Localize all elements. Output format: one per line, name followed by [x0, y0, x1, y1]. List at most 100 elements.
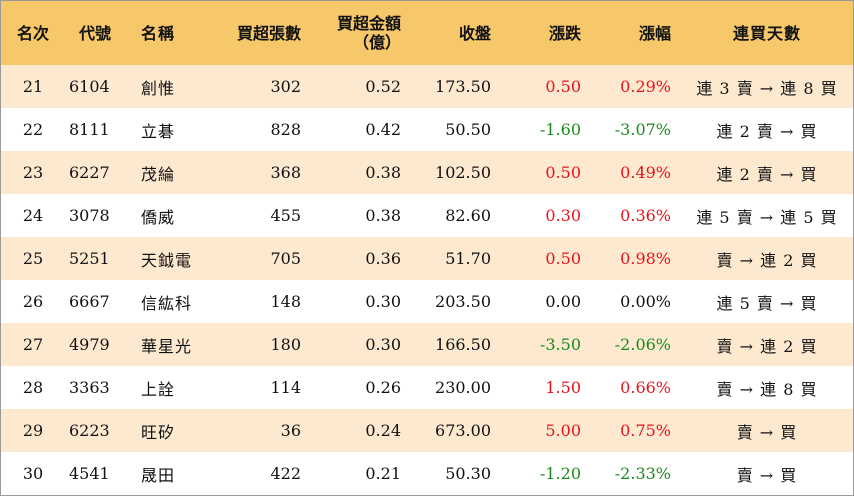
- table-body: 21 6104 創惟 302 0.52 173.50 0.50 0.29% 連 3 賣 → 連 …: [1, 65, 853, 495]
- table-row: 26 6667 信紘科 148 0.30 203.50 0.00 0.00% 連 5 賣 → 買: [1, 280, 853, 323]
- table-row: 25 5251 天鉞電 705 0.36 51.70 0.50 0.98% 賣 → 連 2 買: [1, 237, 853, 280]
- cell-consecutive-days: 連 3 賣 → 連 8 買: [696, 78, 838, 98]
- cell-change-pct: -2.06%: [614, 335, 671, 354]
- cell-name: 晟田: [141, 465, 176, 485]
- cell-close: 166.50: [435, 335, 491, 354]
- cell-code: 6223: [69, 421, 110, 440]
- cell-net-buy-lots: 422: [270, 464, 301, 483]
- cell-rank: 28: [22, 378, 44, 397]
- table-row: 30 4541 晟田 422 0.21 50.30 -1.20 -2.33% 賣 → 買: [1, 452, 853, 495]
- cell-consecutive-days: 賣 → 連 2 買: [716, 336, 818, 356]
- header-net-buy-amount: 買超金額 （億）: [311, 1, 411, 65]
- cell-rank: 26: [22, 292, 44, 311]
- cell-change: 0.30: [545, 206, 581, 225]
- cell-change-pct: 0.66%: [620, 378, 671, 397]
- cell-close: 673.00: [435, 421, 491, 440]
- cell-change: 0.50: [545, 249, 581, 268]
- cell-change-pct: -2.33%: [614, 464, 671, 483]
- cell-net-buy-lots: 114: [270, 378, 301, 397]
- header-rank: 名次: [16, 23, 49, 43]
- cell-net-buy-lots: 705: [270, 249, 301, 268]
- cell-consecutive-days: 賣 → 連 8 買: [716, 379, 818, 399]
- cell-name: 創惟: [141, 78, 176, 98]
- cell-name: 僑威: [141, 207, 176, 227]
- cell-name: 旺矽: [141, 422, 176, 442]
- cell-consecutive-days: 賣 → 買: [736, 422, 798, 442]
- cell-close: 173.50: [435, 77, 491, 96]
- header-name: 名稱: [141, 23, 176, 43]
- cell-net-buy-lots: 36: [280, 421, 301, 440]
- cell-net-buy-lots: 180: [270, 335, 301, 354]
- cell-close: 102.50: [435, 163, 491, 182]
- cell-change-pct: -3.07%: [614, 120, 671, 139]
- cell-change: 0.50: [545, 163, 581, 182]
- cell-name: 茂綸: [141, 164, 176, 184]
- cell-change-pct: 0.49%: [620, 163, 671, 182]
- cell-rank: 24: [22, 206, 44, 225]
- cell-net-buy-amount: 0.52: [365, 77, 401, 96]
- cell-close: 82.60: [445, 206, 491, 225]
- cell-change: 0.50: [545, 77, 581, 96]
- cell-code: 6227: [69, 163, 110, 182]
- cell-net-buy-amount: 0.26: [365, 378, 401, 397]
- cell-net-buy-lots: 148: [270, 292, 301, 311]
- cell-change: 1.50: [545, 378, 581, 397]
- cell-consecutive-days: 賣 → 買: [736, 465, 798, 485]
- cell-net-buy-lots: 455: [270, 206, 301, 225]
- cell-code: 6104: [69, 77, 110, 96]
- header-close: 收盤: [458, 23, 491, 43]
- cell-net-buy-amount: 0.21: [365, 464, 401, 483]
- cell-change-pct: 0.29%: [620, 77, 671, 96]
- cell-net-buy-lots: 368: [270, 163, 301, 182]
- cell-consecutive-days: 連 5 賣 → 買: [716, 293, 818, 313]
- table-row: 27 4979 華星光 180 0.30 166.50 -3.50 -2.06% 賣 → 連 2…: [1, 323, 853, 366]
- cell-consecutive-days: 賣 → 連 2 買: [716, 250, 818, 270]
- table-row: 29 6223 旺矽 36 0.24 673.00 5.00 0.75% 賣 → 買: [1, 409, 853, 452]
- cell-net-buy-amount: 0.36: [365, 249, 401, 268]
- cell-rank: 23: [22, 163, 44, 182]
- cell-net-buy-amount: 0.30: [365, 292, 401, 311]
- cell-rank: 29: [22, 421, 44, 440]
- header-net-buy-amount-line1: 買超金額: [336, 14, 401, 33]
- cell-name: 上詮: [141, 379, 176, 399]
- table-row: 22 8111 立碁 828 0.42 50.50 -1.60 -3.07% 連 2 賣 → 買: [1, 108, 853, 151]
- cell-rank: 30: [22, 464, 44, 483]
- cell-close: 203.50: [435, 292, 491, 311]
- cell-close: 50.50: [445, 120, 491, 139]
- cell-close: 51.70: [445, 249, 491, 268]
- cell-code: 3363: [69, 378, 110, 397]
- cell-code: 5251: [69, 249, 110, 268]
- cell-change-pct: 0.00%: [620, 292, 671, 311]
- cell-consecutive-days: 連 2 賣 → 買: [716, 164, 818, 184]
- table-header-row: 名次 代號 名稱 買超張數 買超金額 （億） 收盤 漲跌 漲幅 連買天數: [1, 1, 853, 65]
- cell-close: 50.30: [445, 464, 491, 483]
- cell-rank: 25: [22, 249, 44, 268]
- cell-change: -1.60: [539, 120, 581, 139]
- cell-net-buy-amount: 0.30: [365, 335, 401, 354]
- cell-rank: 27: [22, 335, 44, 354]
- cell-name: 立碁: [141, 121, 176, 141]
- cell-net-buy-amount: 0.38: [365, 163, 401, 182]
- cell-code: 4979: [69, 335, 110, 354]
- cell-change-pct: 0.36%: [620, 206, 671, 225]
- header-change: 漲跌: [548, 23, 581, 43]
- cell-rank: 21: [22, 77, 44, 96]
- table-row: 24 3078 僑威 455 0.38 82.60 0.30 0.36% 連 5 賣 → 連 5…: [1, 194, 853, 237]
- cell-change-pct: 0.98%: [620, 249, 671, 268]
- cell-change-pct: 0.75%: [620, 421, 671, 440]
- cell-name: 天鉞電: [141, 250, 193, 270]
- cell-change: -1.20: [539, 464, 581, 483]
- cell-code: 6667: [69, 292, 110, 311]
- cell-change: 5.00: [545, 421, 581, 440]
- cell-consecutive-days: 連 5 賣 → 連 5 買: [696, 207, 838, 227]
- header-change-pct: 漲幅: [638, 23, 671, 43]
- cell-net-buy-amount: 0.42: [365, 120, 401, 139]
- header-code: 代號: [79, 23, 112, 43]
- cell-rank: 22: [22, 120, 44, 139]
- cell-name: 信紘科: [141, 293, 193, 313]
- cell-change: 0.00: [545, 292, 581, 311]
- cell-close: 230.00: [435, 378, 491, 397]
- header-net-buy-lots: 買超張數: [236, 23, 301, 43]
